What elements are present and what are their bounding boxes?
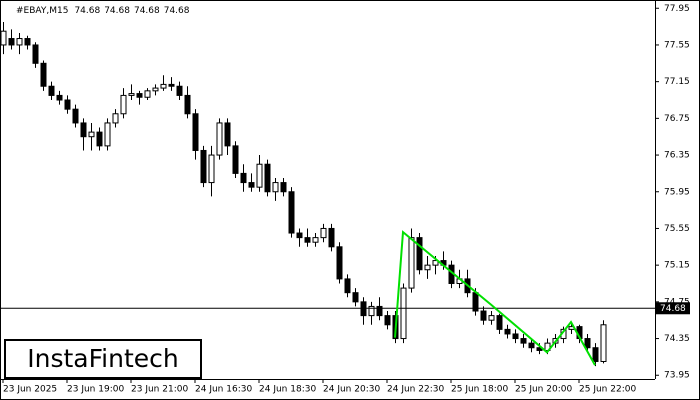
candle-body [88, 131, 95, 138]
x-tick-label: 24 Jun 16:30 [195, 385, 252, 395]
candle-body [520, 338, 527, 344]
last-price-box [656, 302, 690, 315]
candle-body [16, 38, 23, 46]
candle-body [592, 347, 599, 362]
candle-body [408, 237, 415, 289]
candle-body [296, 232, 303, 239]
candle-body [240, 172, 247, 184]
y-tick-label: 74.35 [664, 334, 690, 344]
candle-body [400, 287, 407, 340]
candle-body [232, 145, 239, 174]
candle-body [264, 163, 271, 193]
y-tick-label: 73.95 [664, 371, 690, 381]
candle-body [48, 85, 55, 96]
pattern-line [394, 230, 596, 366]
candle-body [56, 94, 63, 101]
candle-body [184, 94, 191, 115]
candle-body [344, 278, 351, 294]
candle-body [8, 38, 15, 46]
candle-body [504, 328, 511, 335]
candle-body [312, 237, 319, 243]
y-tick-label: 77.95 [664, 4, 690, 14]
candle-body [384, 315, 391, 326]
candle-body [248, 182, 255, 188]
y-tick-label: 75.15 [664, 261, 690, 271]
candle-body [80, 122, 87, 138]
candle-body [128, 93, 135, 96]
header-value: 74.68 [134, 6, 160, 16]
y-tick-label: 77.55 [664, 40, 690, 50]
candle-body [280, 182, 287, 193]
candle-body [432, 260, 439, 266]
header-value: 74.68 [104, 6, 130, 16]
x-tick-label: 23 Jun 21:00 [131, 385, 188, 395]
candle-body [480, 310, 487, 321]
candle-body [144, 90, 151, 98]
candle-body [376, 305, 383, 317]
candle-body [304, 237, 311, 243]
x-tick-label: 23 Jun 19:00 [67, 385, 124, 395]
candle-body [160, 83, 167, 89]
last-price-label: 74.68 [660, 304, 686, 314]
candle-body [488, 315, 495, 321]
candle-body [64, 99, 71, 110]
x-tick-label: 25 Jun 22:00 [579, 385, 636, 395]
candle-body [512, 333, 519, 340]
x-tick-label: 23 Jun 2025 [3, 385, 57, 395]
candle-body [24, 38, 31, 46]
candle-body [352, 292, 359, 303]
candle-body [600, 324, 607, 362]
candle-body [72, 108, 79, 124]
header-value: 74.68 [74, 6, 100, 16]
candle-body [584, 338, 591, 349]
candle-body [32, 44, 39, 64]
candle-body [320, 227, 327, 239]
candle-body [168, 83, 175, 87]
header: #EBAY,M15 74.68 74.68 74.68 74.68 [16, 6, 190, 16]
candle-body [112, 113, 119, 124]
x-tick-label: 25 Jun 20:00 [515, 385, 572, 395]
candle-body [256, 163, 263, 188]
header-value: 74.68 [164, 6, 190, 16]
watermark: InstaFintech [27, 344, 179, 373]
x-tick-label: 24 Jun 22:30 [387, 385, 444, 395]
candle-body [272, 182, 279, 193]
x-tick-label: 25 Jun 18:00 [451, 385, 508, 395]
candle-body [152, 87, 159, 92]
candle-body [120, 94, 127, 115]
candle-body [40, 62, 47, 87]
candle-body [528, 342, 535, 349]
candle-body [496, 315, 503, 330]
candle-body [424, 264, 431, 271]
watermark-box [4, 339, 202, 379]
candle-body [224, 122, 231, 147]
candle-body [216, 122, 223, 156]
candle-body [0, 30, 7, 46]
candle-body [368, 305, 375, 317]
candle-body [328, 227, 335, 248]
y-tick-label: 75.95 [664, 187, 690, 197]
x-tick-label: 24 Jun 18:30 [259, 385, 316, 395]
x-tick-label: 24 Jun 20:30 [323, 385, 380, 395]
candle-body [336, 246, 343, 280]
candle-body [136, 93, 143, 98]
candle-body [288, 191, 295, 234]
candle-body [208, 154, 215, 184]
candle-body [176, 85, 183, 96]
y-tick-label: 76.75 [664, 114, 690, 124]
candle-body [96, 131, 103, 147]
candle-body [104, 122, 111, 147]
y-tick-label: 76.35 [664, 151, 690, 161]
y-tick-label: 77.15 [664, 77, 690, 87]
symbol: #EBAY,M15 [16, 6, 68, 16]
candle-body [192, 113, 199, 151]
candle-body [200, 149, 207, 184]
y-tick-label: 75.55 [664, 224, 690, 234]
candle-body [416, 237, 423, 271]
